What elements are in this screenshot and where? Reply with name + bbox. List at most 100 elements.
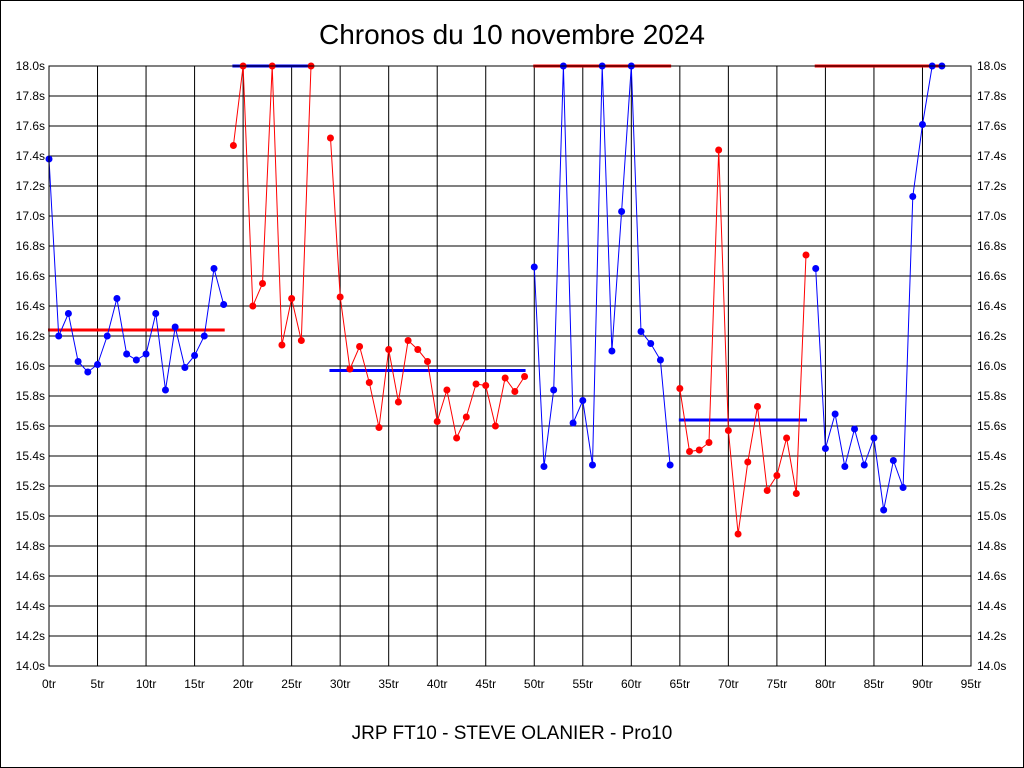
x-tick-label: 70tr [718, 677, 739, 691]
data-point [569, 419, 577, 427]
plot-border [48, 65, 972, 667]
x-tick-label: 35tr [378, 677, 399, 691]
y-axis-left-ticks: 18.0s 17.8s 17.6s 17.4s 17.2s 17.0s 16.8s 16.6s… [16, 59, 45, 673]
y-tick-label-left: 14.0s [16, 659, 45, 673]
data-point [336, 293, 344, 301]
data-point [424, 358, 432, 365]
y-tick-label-left: 14.8s [16, 539, 45, 553]
data-point [404, 337, 412, 344]
data-point [152, 310, 160, 317]
x-tick-label: 60tr [621, 677, 642, 691]
x-tick-label: 95tr [961, 677, 982, 691]
data-point [123, 350, 131, 358]
y-tick-label-right: 17.4s [977, 149, 1006, 163]
data-point [841, 463, 849, 470]
y-tick-label-left: 16.6s [16, 269, 45, 283]
data-point [666, 461, 674, 469]
x-tick-label: 20tr [233, 677, 254, 691]
x-tick-label: 80tr [815, 677, 836, 691]
data-point [860, 461, 868, 469]
y-tick-label-right: 16.8s [977, 239, 1006, 253]
y-tick-label-right: 14.0s [977, 659, 1006, 673]
data-point [394, 398, 402, 406]
series-line [330, 137, 526, 440]
y-tick-label-left: 15.0s [16, 509, 45, 523]
x-tick-label: 65tr [669, 677, 690, 691]
y-tick-label-left: 16.8s [16, 239, 45, 253]
y-tick-label-left: 16.2s [16, 329, 45, 343]
data-point [414, 346, 422, 353]
y-tick-label-left: 16.0s [16, 359, 45, 373]
y-tick-label-left: 18.0s [16, 59, 45, 73]
y-tick-label-right: 15.4s [977, 449, 1006, 463]
y-tick-label-right: 17.6s [977, 119, 1006, 133]
data-point [618, 208, 626, 215]
data-point [346, 365, 354, 373]
data-point [142, 350, 150, 358]
x-tick-label: 15tr [184, 677, 205, 691]
data-point [705, 439, 713, 446]
data-point [511, 388, 519, 395]
y-tick-label-left: 14.2s [16, 629, 45, 643]
data-point [64, 310, 72, 317]
y-tick-label-left: 15.6s [16, 419, 45, 433]
chart-title: Chronos du 10 novembre 2024 [319, 19, 705, 50]
y-tick-label-left: 17.4s [16, 149, 45, 163]
y-tick-label-left: 14.4s [16, 599, 45, 613]
data-point [375, 424, 383, 431]
data-point [530, 263, 538, 271]
data-point [792, 490, 800, 497]
y-tick-label-right: 15.0s [977, 509, 1006, 523]
data-point [103, 332, 111, 340]
data-point [385, 346, 393, 353]
y-tick-label-right: 16.6s [977, 269, 1006, 283]
data-point [812, 265, 820, 272]
x-tick-label: 10tr [136, 677, 157, 691]
data-point [453, 434, 461, 442]
data-point [695, 446, 703, 454]
data-point [220, 301, 228, 308]
y-tick-label-right: 14.4s [977, 599, 1006, 613]
x-tick-label: 55tr [572, 677, 593, 691]
data-point [161, 386, 169, 394]
x-tick-label: 30tr [330, 677, 351, 691]
x-tick-label: 90tr [912, 677, 933, 691]
data-point [472, 380, 480, 388]
series-line [679, 149, 807, 535]
data-point [200, 332, 208, 340]
y-tick-label-left: 16.4s [16, 299, 45, 313]
data-point [870, 434, 878, 442]
y-tick-label-right: 18.0s [977, 59, 1006, 73]
y-tick-label-left: 17.2s [16, 179, 45, 193]
y-tick-label-left: 17.6s [16, 119, 45, 133]
data-point [113, 295, 121, 302]
data-point [889, 457, 897, 464]
data-point [433, 418, 441, 425]
data-point [288, 295, 296, 302]
data-point [783, 434, 791, 442]
data-point [278, 341, 286, 349]
data-point [686, 448, 694, 455]
data-point [229, 142, 237, 149]
data-point [521, 373, 529, 380]
x-tick-label: 45tr [475, 677, 496, 691]
y-tick-label-left: 14.6s [16, 569, 45, 583]
data-point [763, 487, 771, 494]
data-point [501, 374, 509, 382]
y-tick-label-right: 17.0s [977, 209, 1006, 223]
y-tick-label-left: 17.0s [16, 209, 45, 223]
data-point [259, 280, 267, 287]
x-tick-label: 40tr [427, 677, 448, 691]
data-point [181, 364, 189, 371]
y-tick-label-left: 15.2s [16, 479, 45, 493]
y-tick-label-left: 17.8s [16, 89, 45, 103]
data-point [821, 445, 829, 452]
y-tick-label-right: 16.2s [977, 329, 1006, 343]
data-point [84, 368, 92, 376]
y-tick-label-left: 15.4s [16, 449, 45, 463]
y-tick-label-right: 15.8s [977, 389, 1006, 403]
x-tick-label: 25tr [281, 677, 302, 691]
data-point [132, 356, 140, 364]
data-point [715, 146, 723, 154]
x-tick-label: 85tr [864, 677, 885, 691]
